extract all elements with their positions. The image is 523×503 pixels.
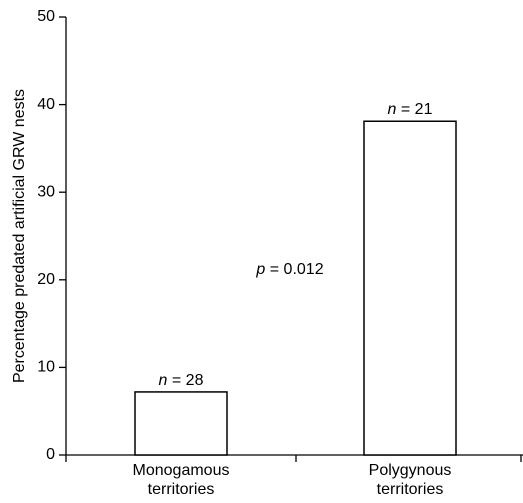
x-tick-label: Monogamous territories [133,462,230,498]
bar [134,391,228,456]
bars [134,120,457,456]
y-tick-label: 10 [37,359,55,376]
y-tick-label: 20 [37,271,55,288]
y-tick-label: 30 [37,183,55,200]
annotations: n = 28 n = 21 p = 0.012 [159,101,433,389]
p-value-annotation: p = 0.012 [255,261,323,278]
y-axis-label: Percentage predated artificial GRW nests [11,89,28,383]
y-axis-ticks: 0 10 20 30 40 50 [37,8,66,463]
y-tick-label: 0 [46,446,55,463]
bar-data-label: n = 21 [388,101,433,118]
y-tick-label: 40 [37,96,55,113]
bar-data-label: n = 28 [159,372,204,389]
bar [363,120,457,456]
x-tick-label: Polygynous territories [369,462,452,498]
y-tick-label: 50 [37,8,55,25]
x-axis-category-labels: Monogamous territories Polygynous territori… [133,462,452,498]
